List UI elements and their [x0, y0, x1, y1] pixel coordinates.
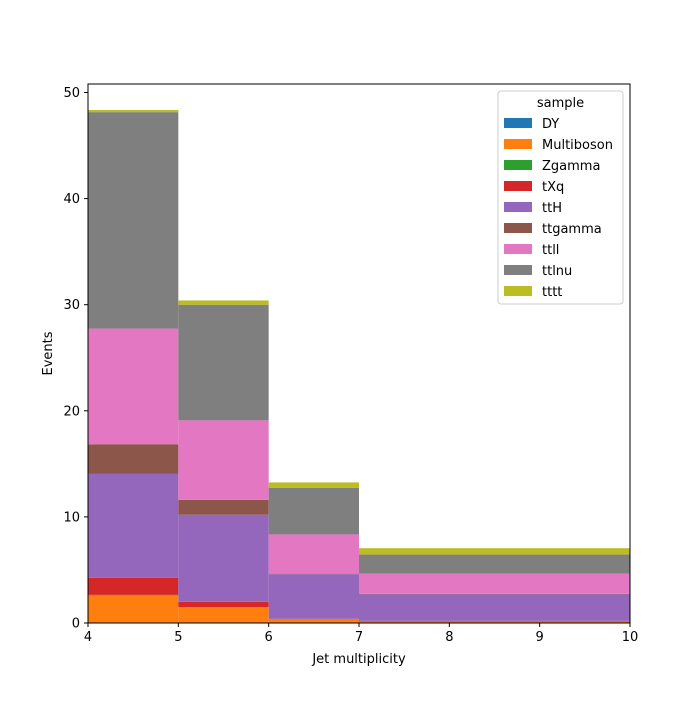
bar-multiboson-bin-2	[269, 619, 359, 623]
bar-tttt-bin-3	[359, 548, 630, 554]
bar-ttll-bin-0	[88, 329, 178, 445]
bar-ttlnu-bin-0	[88, 112, 178, 328]
legend-swatch-zgamma	[504, 160, 532, 170]
bar-tth-bin-2	[269, 574, 359, 619]
bar-txq-bin-2	[269, 619, 359, 620]
bar-ttgamma-bin-3	[359, 594, 630, 595]
bar-multiboson-bin-0	[88, 595, 178, 622]
bar-ttgamma-bin-2	[269, 574, 359, 575]
legend-label-tttt: tttt	[542, 285, 562, 300]
y-tick-label: 30	[63, 298, 80, 313]
x-axis-label: Jet multiplicity	[311, 652, 406, 667]
y-tick-label: 50	[63, 86, 80, 101]
x-tick-label: 9	[536, 630, 544, 645]
legend-label-ttll: ttll	[542, 243, 559, 258]
legend-swatch-ttgamma	[504, 223, 532, 233]
bar-tth-bin-0	[88, 474, 178, 578]
x-axis-ticks: 4 5 6 7 8 9 10	[84, 623, 638, 645]
legend-swatch-txq	[504, 181, 532, 191]
legend-label-tth: ttH	[542, 201, 562, 216]
bar-multiboson-bin-1	[178, 607, 268, 622]
legend-title: sample	[537, 96, 584, 111]
legend-swatch-ttlnu	[504, 265, 532, 275]
legend-swatch-tttt	[504, 286, 532, 296]
bar-ttlnu-bin-1	[178, 305, 268, 421]
bar-tttt-bin-2	[269, 482, 359, 487]
bar-tth-bin-3	[359, 594, 630, 621]
legend-label-ttgamma: ttgamma	[542, 222, 602, 237]
legend-label-txq: tXq	[542, 180, 564, 195]
legend-label-multiboson: Multiboson	[542, 138, 613, 153]
y-tick-label: 20	[63, 404, 80, 419]
y-axis-label: Events	[41, 331, 56, 375]
legend-swatch-ttll	[504, 244, 532, 254]
bar-ttgamma-bin-0	[88, 444, 178, 474]
legend-swatch-multiboson	[504, 139, 532, 149]
legend: sample DY Multiboson Zgamma tXq ttH ttgamma tt…	[498, 91, 623, 304]
x-tick-label: 10	[622, 630, 639, 645]
y-tick-label: 40	[63, 192, 80, 207]
bar-ttlnu-bin-2	[269, 488, 359, 535]
bar-ttll-bin-2	[269, 534, 359, 573]
bar-txq-bin-0	[88, 578, 178, 595]
legend-label-zgamma: Zgamma	[542, 159, 600, 174]
bar-zgamma-bin-0	[88, 595, 178, 596]
legend-label-dy: DY	[542, 117, 559, 132]
bar-ttlnu-bin-3	[359, 555, 630, 574]
x-tick-label: 4	[84, 630, 92, 645]
bar-txq-bin-1	[178, 602, 268, 607]
y-tick-label: 10	[63, 510, 80, 525]
bar-ttll-bin-1	[178, 420, 268, 500]
x-tick-label: 6	[265, 630, 273, 645]
x-tick-label: 7	[355, 630, 363, 645]
legend-swatch-tth	[504, 202, 532, 212]
y-tick-label: 0	[72, 617, 80, 632]
legend-swatch-dy	[504, 118, 532, 128]
legend-label-ttlnu: ttlnu	[542, 264, 572, 279]
bar-ttll-bin-3	[359, 574, 630, 594]
y-axis-ticks: 0 10 20 30 40 50	[63, 86, 88, 632]
bar-txq-bin-3	[359, 621, 630, 622]
x-tick-label: 8	[445, 630, 453, 645]
bar-tttt-bin-1	[178, 300, 268, 304]
bar-tttt-bin-0	[88, 110, 178, 112]
bar-ttgamma-bin-1	[178, 500, 268, 515]
x-tick-label: 5	[174, 630, 182, 645]
bar-tth-bin-1	[178, 515, 268, 602]
